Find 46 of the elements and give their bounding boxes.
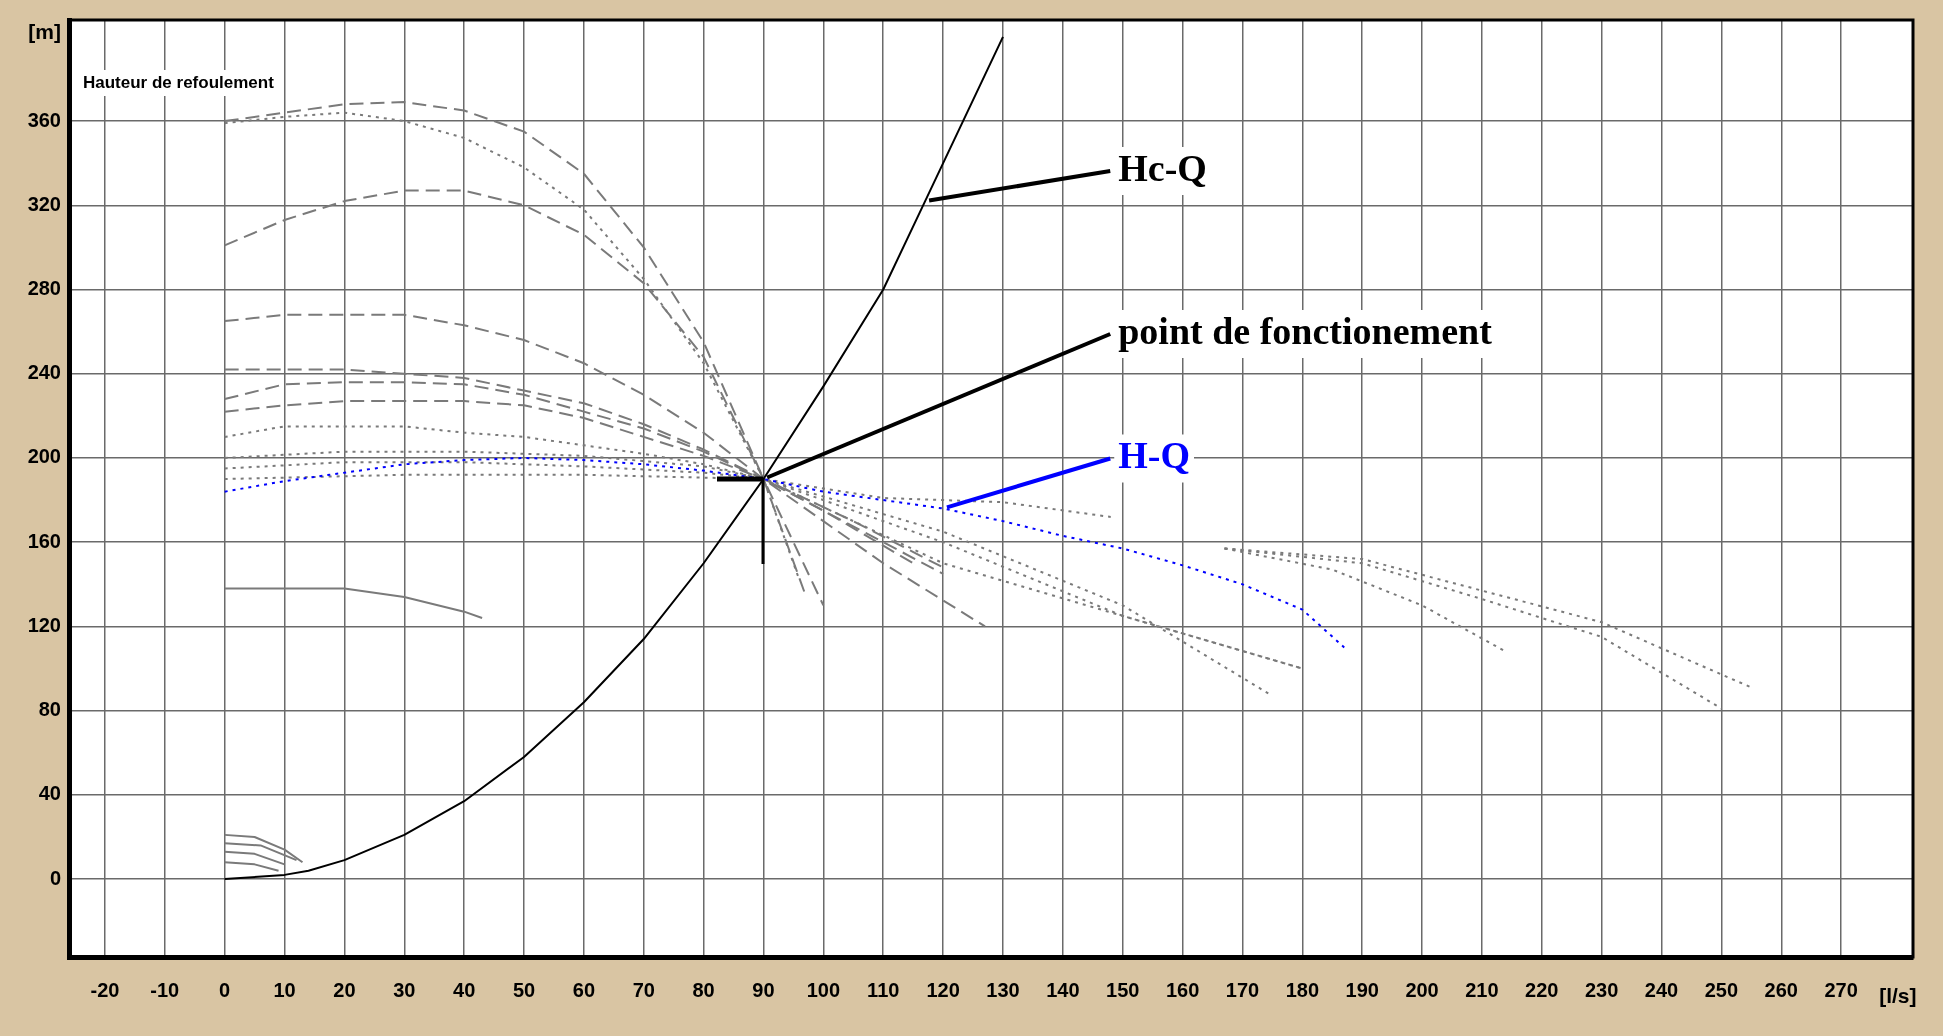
y-tick-label: 80 xyxy=(38,698,61,721)
x-tick-label: 120 xyxy=(926,978,960,1001)
x-tick-label: 180 xyxy=(1285,978,1320,1001)
x-tick-label: 160 xyxy=(1165,978,1200,1001)
x-tick-label: 60 xyxy=(572,978,596,1001)
y-tick-label: 320 xyxy=(27,192,61,215)
x-tick-label: 0 xyxy=(219,978,231,1001)
y-tick-label: 360 xyxy=(27,108,61,131)
x-tick-label: 240 xyxy=(1644,978,1679,1001)
y-tick-label: 160 xyxy=(27,529,61,552)
x-tick-label: 100 xyxy=(806,978,841,1001)
x-tick-label: 190 xyxy=(1345,978,1379,1001)
x-tick-label: 20 xyxy=(333,978,356,1001)
x-tick-label: 220 xyxy=(1525,978,1559,1001)
x-tick-label: 150 xyxy=(1106,978,1140,1001)
x-tick-label: 270 xyxy=(1824,978,1858,1001)
x-tick-label: 130 xyxy=(986,978,1020,1001)
x-tick-label: 40 xyxy=(453,978,476,1001)
x-tick-label: 140 xyxy=(1046,978,1080,1001)
y-tick-label: 240 xyxy=(27,361,61,384)
x-tick-label: 80 xyxy=(692,978,715,1001)
x-tick-label: 50 xyxy=(512,978,536,1001)
x-tick-label: 200 xyxy=(1405,978,1439,1001)
x-tick-label: 170 xyxy=(1225,978,1260,1001)
x-tick-label: 210 xyxy=(1465,978,1499,1001)
x-tick-label: 30 xyxy=(393,978,416,1001)
x-tick-label: 70 xyxy=(632,978,655,1001)
x-tick-label: -10 xyxy=(150,978,180,1001)
y-axis-title: [m] xyxy=(28,19,61,43)
y-tick-label: 40 xyxy=(38,782,61,805)
x-tick-label: 250 xyxy=(1704,978,1739,1001)
text: Hauteur de refoulement xyxy=(83,72,275,92)
x-tick-label: 90 xyxy=(752,978,775,1001)
y-tick-label: 0 xyxy=(49,866,61,889)
x-tick-label: 260 xyxy=(1764,978,1798,1001)
x-tick-label: -20 xyxy=(90,978,120,1001)
x-tick-label: 10 xyxy=(273,978,296,1001)
annotation: Hc-Q xyxy=(1118,146,1207,189)
x-tick-label: 230 xyxy=(1584,978,1619,1001)
y-tick-label: 280 xyxy=(27,277,61,300)
y-tick-label: 120 xyxy=(27,613,61,636)
y-tick-label: 200 xyxy=(27,445,61,468)
annotation: H-Q xyxy=(1118,434,1191,477)
x-tick-label: 110 xyxy=(867,978,900,1001)
x-axis-title: [l/s] xyxy=(1879,983,1917,1007)
annotation: point de fonctionement xyxy=(1118,309,1493,352)
